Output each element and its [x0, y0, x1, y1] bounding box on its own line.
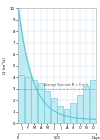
Text: Average flow rate M = 3 m³/s: Average flow rate M = 3 m³/s — [44, 83, 88, 88]
Bar — [90, 80, 96, 123]
Bar — [18, 75, 24, 123]
Bar — [83, 87, 89, 123]
Y-axis label: Q (m³/s): Q (m³/s) — [4, 57, 8, 74]
Bar — [77, 94, 83, 123]
Bar — [70, 102, 76, 123]
Bar — [51, 98, 57, 123]
Bar — [25, 77, 31, 123]
Bar — [38, 83, 44, 123]
Bar — [64, 109, 70, 123]
Bar — [44, 91, 50, 123]
Bar — [31, 80, 37, 123]
Bar — [57, 106, 63, 123]
